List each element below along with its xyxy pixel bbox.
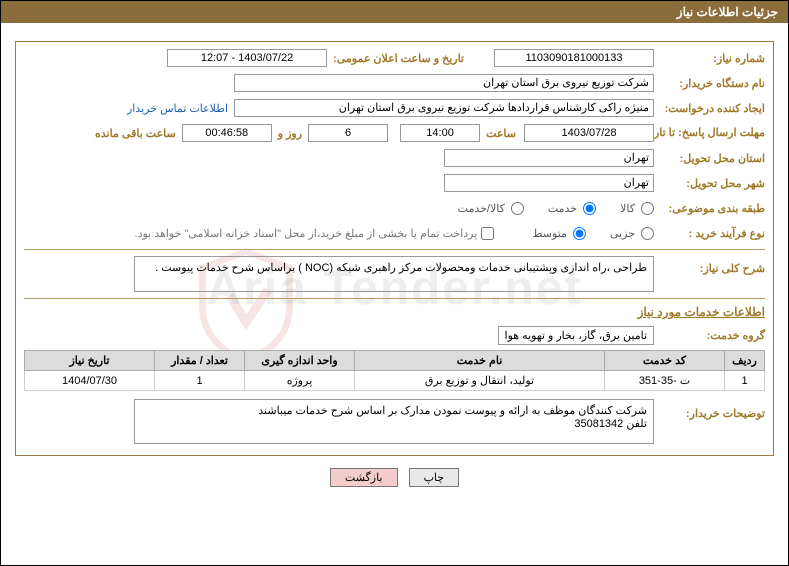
deadline-time-field: 14:00 [400, 124, 480, 142]
td-qty: 1 [155, 371, 245, 391]
th-code: کد خدمت [605, 351, 725, 371]
deadline-label: مهلت ارسال پاسخ: تا تاریخ: [660, 127, 765, 139]
button-row: چاپ بازگشت [1, 468, 788, 487]
process-radio-group: جزیی متوسط [514, 227, 654, 240]
remarks-box: شرکت کنندگان موظف به ارائه و پیوست نمودن… [134, 399, 654, 444]
th-row: ردیف [725, 351, 765, 371]
radio-service[interactable] [583, 202, 596, 215]
radio-goods-service-label: کالا/خدمت [458, 202, 505, 215]
remaining-label: ساعت باقی مانده [95, 127, 176, 140]
radio-goods-label: کالا [620, 202, 635, 215]
td-date: 1404/07/30 [25, 371, 155, 391]
group-label: گروه خدمت: [660, 329, 765, 342]
remarks-line2: تلفن 35081342 [141, 417, 647, 430]
province-label: استان محل تحویل: [660, 152, 765, 165]
td-name: تولید، انتقال و توزیع برق [355, 371, 605, 391]
group-field: تامین برق، گاز، بخار و تهویه هوا [498, 326, 654, 345]
back-button[interactable]: بازگشت [330, 468, 398, 487]
radio-partial[interactable] [641, 227, 654, 240]
requester-field: منیژه راکی کارشناس قراردادها شرکت توزیع … [234, 99, 654, 117]
td-row: 1 [725, 371, 765, 391]
city-label: شهر محل تحویل: [660, 177, 765, 190]
need-number-label: شماره نیاز: [660, 52, 765, 65]
buyer-org-label: نام دستگاه خریدار: [660, 77, 765, 90]
category-radio-group: کالا خدمت کالا/خدمت [440, 202, 654, 215]
requester-label: ایجاد کننده درخواست: [660, 102, 765, 115]
city-field: تهران [444, 174, 654, 192]
treasury-checkbox[interactable] [481, 227, 494, 240]
process-label: نوع فرآیند خرید : [660, 227, 765, 240]
page-header: جزئیات اطلاعات نیاز [1, 1, 788, 23]
radio-service-label: خدمت [548, 202, 577, 215]
days-field: 6 [308, 124, 388, 142]
buyer-contact-link[interactable]: اطلاعات تماس خریدار [127, 102, 228, 115]
buyer-org-field: شرکت توزیع نیروی برق استان تهران [234, 74, 654, 92]
announce-label: تاریخ و ساعت اعلان عمومی: [333, 52, 464, 65]
days-and-label: روز و [278, 127, 302, 140]
treasury-note: پرداخت تمام یا بخشی از مبلغ خرید،از محل … [135, 227, 478, 240]
th-qty: تعداد / مقدار [155, 351, 245, 371]
details-frame: شماره نیاز: 1103090181000133 تاریخ و ساع… [15, 41, 774, 456]
need-number-field: 1103090181000133 [494, 49, 654, 67]
services-table: ردیف کد خدمت نام خدمت واحد اندازه گیری ت… [24, 350, 765, 391]
desc-box: طراحی ،راه اندازی وپشتیبانی خدمات ومحصول… [134, 256, 654, 292]
radio-partial-label: جزیی [610, 227, 635, 240]
services-info-title: اطلاعات خدمات مورد نیاز [24, 305, 765, 319]
desc-label: شرح کلی نیاز: [660, 262, 765, 275]
th-name: نام خدمت [355, 351, 605, 371]
table-header-row: ردیف کد خدمت نام خدمت واحد اندازه گیری ت… [25, 351, 765, 371]
td-code: ت -35-351 [605, 371, 725, 391]
category-label: طبقه بندی موضوعی: [660, 202, 765, 215]
radio-medium[interactable] [573, 227, 586, 240]
print-button[interactable]: چاپ [409, 468, 460, 487]
announce-field: 1403/07/22 - 12:07 [167, 49, 327, 67]
time-label: ساعت [486, 127, 516, 140]
radio-goods[interactable] [641, 202, 654, 215]
th-unit: واحد اندازه گیری [245, 351, 355, 371]
page-title: جزئیات اطلاعات نیاز [677, 5, 778, 19]
separator-1 [24, 249, 765, 250]
separator-2 [24, 298, 765, 299]
radio-goods-service[interactable] [511, 202, 524, 215]
deadline-date-field: 1403/07/28 [524, 124, 654, 142]
table-row: 1 ت -35-351 تولید، انتقال و توزیع برق پر… [25, 371, 765, 391]
remarks-line1: شرکت کنندگان موظف به ارائه و پیوست نمودن… [141, 404, 647, 417]
th-date: تاریخ نیاز [25, 351, 155, 371]
remarks-label: توضیحات خریدار: [660, 407, 765, 420]
remaining-time-field: 00:46:58 [182, 124, 272, 142]
radio-medium-label: متوسط [532, 227, 567, 240]
td-unit: پروژه [245, 371, 355, 391]
province-field: تهران [444, 149, 654, 167]
